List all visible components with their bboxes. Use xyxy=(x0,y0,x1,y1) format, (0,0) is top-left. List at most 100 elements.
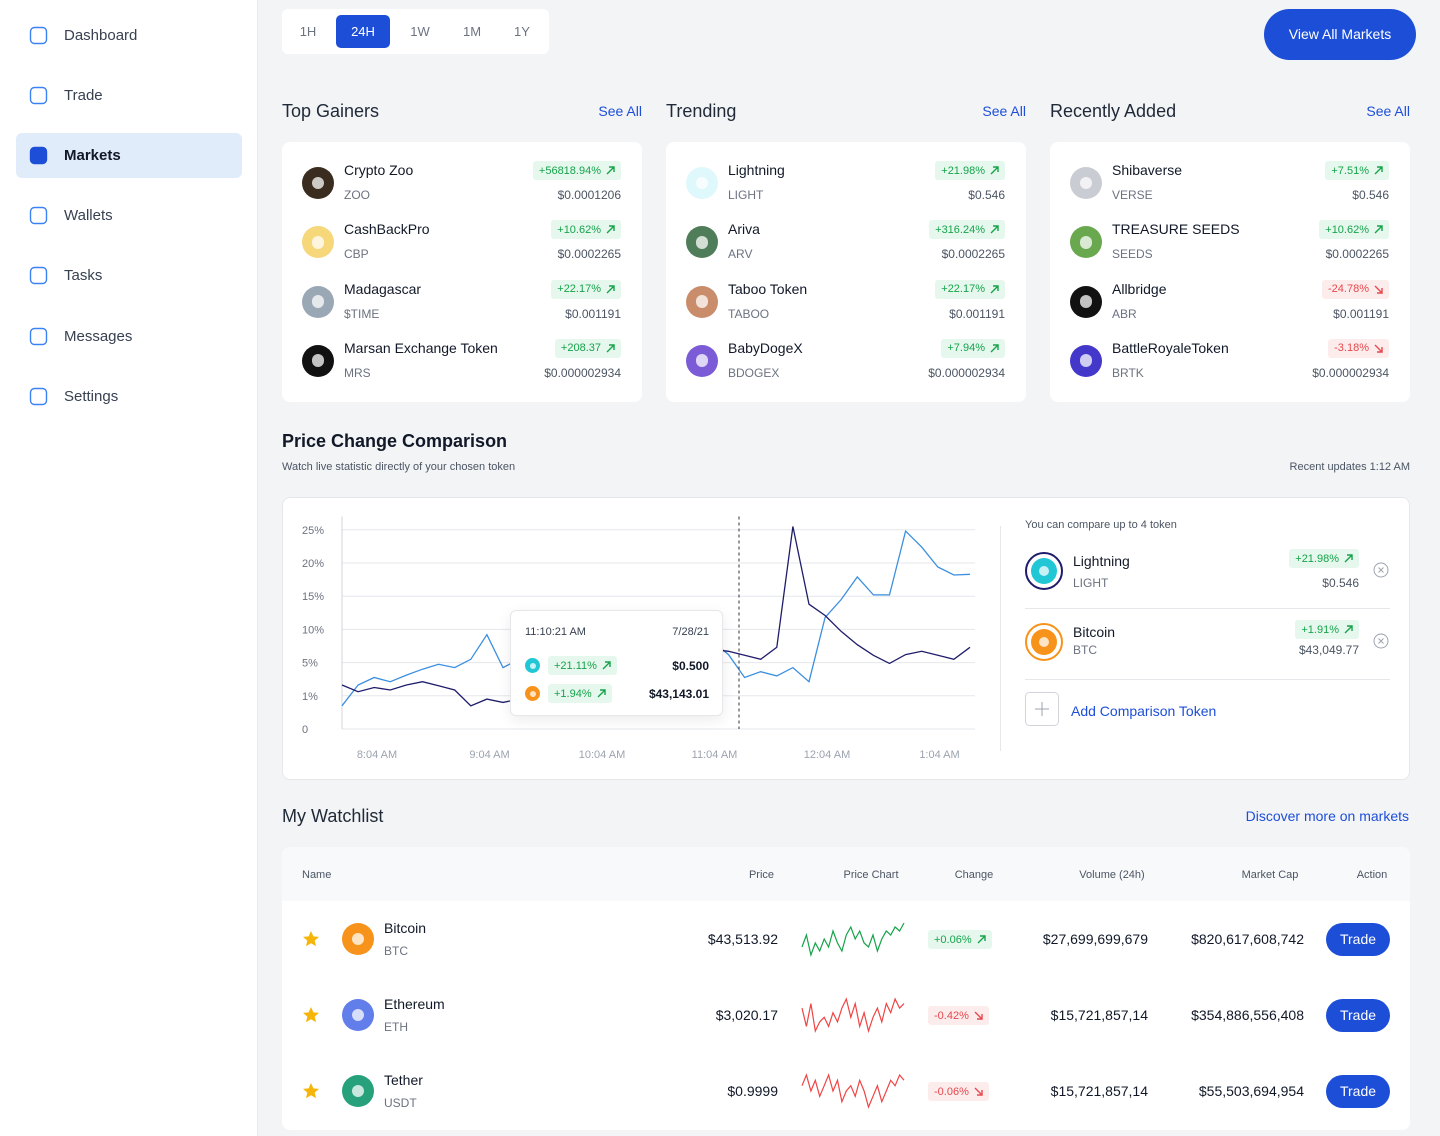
volume: $15,721,857,14 xyxy=(1050,1083,1148,1099)
change-badge: +316.24% xyxy=(929,220,1005,240)
token-icon-inner xyxy=(311,295,325,308)
token-symbol: MRS xyxy=(344,365,371,380)
change-badge: +56818.94% xyxy=(532,161,621,180)
nav-item[interactable]: Dashboard xyxy=(16,13,242,58)
change-badge: +21.11% xyxy=(548,656,617,675)
change-badge: +21.98% xyxy=(1289,549,1359,568)
timeframe-button[interactable]: 1M xyxy=(462,24,482,39)
sparkline-line xyxy=(801,922,905,957)
discover-link[interactable]: Discover more on markets xyxy=(1245,808,1409,824)
change-badge: +22.17% xyxy=(935,279,1005,299)
token-icon-inner xyxy=(311,235,325,249)
panel-card: Shibaverse VERSE +7.51% $0.546 TREASURE SEED… xyxy=(1050,142,1410,402)
arrow xyxy=(606,344,615,353)
change-text: +21.98% xyxy=(941,164,985,177)
see-all-link[interactable]: See All xyxy=(1366,103,1410,119)
section-title: My Watchlist xyxy=(282,806,384,826)
nav-item[interactable]: Settings xyxy=(16,374,242,419)
trade-button[interactable]: Trade xyxy=(1326,1075,1390,1108)
change-text: +22.17% xyxy=(941,283,985,296)
timeframe-button[interactable]: 1Y xyxy=(514,24,530,39)
see-all-link[interactable]: See All xyxy=(982,103,1026,119)
section-title: Price Change Comparison xyxy=(282,431,508,451)
remove-x xyxy=(1378,567,1384,573)
panel-title: Top Gainers xyxy=(282,101,380,121)
nav-icon xyxy=(29,146,48,165)
change-text: +7.51% xyxy=(1331,164,1369,177)
nav-icon xyxy=(29,26,48,44)
token-price: $0.0002265 xyxy=(941,247,1005,262)
change-text: -0.06% xyxy=(934,1085,969,1098)
token-price: $0.0002265 xyxy=(1325,247,1389,262)
trade-button[interactable]: Trade xyxy=(1326,923,1390,956)
token-price: $0.546 xyxy=(1322,576,1359,590)
token-price: $0.0001206 xyxy=(557,188,621,202)
change-badge: +7.94% xyxy=(941,338,1005,358)
watchlist-table: Name Price Price Chart Change Volume (24h) Ma… xyxy=(282,847,1410,1130)
arrow-icon xyxy=(606,225,615,234)
change-text: +10.62% xyxy=(557,223,601,236)
nav-label: Trade xyxy=(64,86,103,104)
trade-button[interactable]: Trade xyxy=(1326,999,1390,1032)
change-text: +7.94% xyxy=(947,342,985,355)
token-price: $0.001191 xyxy=(949,306,1005,321)
change-text: +22.17% xyxy=(557,283,601,296)
token-name: Ethereum xyxy=(384,996,445,1012)
nav-icon-shape xyxy=(29,327,48,345)
see-all-link[interactable]: See All xyxy=(598,103,642,119)
token-icon-inner xyxy=(1038,636,1050,648)
token-symbol: TABOO xyxy=(728,306,770,321)
nav-item[interactable]: Markets xyxy=(16,132,242,178)
timeframe-group: 1H 24H 1W 1M 1Y xyxy=(282,9,549,54)
change-badge: +1.94% xyxy=(548,684,612,703)
timeframe-button[interactable]: 1H xyxy=(299,24,317,39)
token-symbol: LIGHT xyxy=(728,188,764,202)
x-tick-label: 8:04 AM xyxy=(357,749,397,761)
nav-icon xyxy=(29,267,48,285)
change-text: +10.62% xyxy=(1325,223,1369,236)
change-text: +56818.94% xyxy=(538,164,601,177)
change-badge: -3.18% xyxy=(1328,338,1389,358)
x-tick-label: 12:04 AM xyxy=(804,749,850,761)
arrow-icon xyxy=(1374,166,1383,175)
arrow-icon xyxy=(606,284,615,294)
price: $3,020.17 xyxy=(715,1007,778,1023)
nav-icon-shape xyxy=(29,146,48,165)
timeframe-button[interactable]: 1W xyxy=(410,24,430,39)
column-header: Action xyxy=(1356,869,1388,881)
token-price: $0.0002265 xyxy=(557,247,621,262)
chart-tooltip: 11:10:21 AM 7/28/21 +21.11% $0.500 +1.94% $43… xyxy=(510,610,723,716)
nav-item[interactable]: Trade xyxy=(16,73,242,118)
arrow xyxy=(1374,285,1383,294)
token-symbol: BDOGEX xyxy=(728,365,780,380)
y-tick-label: 15% xyxy=(302,591,324,603)
token-symbol: BRTK xyxy=(1112,365,1144,380)
change-badge: +10.62% xyxy=(551,220,621,240)
token-icon-inner xyxy=(529,662,536,669)
nav-item[interactable]: Wallets xyxy=(16,193,242,238)
token-icon xyxy=(686,167,718,199)
nav-item[interactable]: Messages xyxy=(16,314,242,359)
column-header: Price xyxy=(748,869,774,881)
arrow-icon xyxy=(974,1087,983,1096)
view-all-button[interactable]: View All Markets xyxy=(1264,9,1416,60)
line-chart: 0 1% 5% 10% 15% 20% 25% 8:04 AM 9:04 AM 10:04 AM 1… xyxy=(302,516,975,761)
compare-note: You can compare up to 4 token xyxy=(1025,519,1177,531)
token-icon-inner xyxy=(695,176,709,190)
add-token-link[interactable]: Add Comparison Token xyxy=(1071,703,1217,719)
arrow xyxy=(606,166,615,175)
token-icon-inner xyxy=(311,354,325,368)
token-icon xyxy=(342,1075,374,1107)
timeframe-button[interactable]: 24H xyxy=(336,15,390,48)
change-badge: -0.06% xyxy=(928,1082,989,1101)
arrow-icon xyxy=(1374,285,1383,294)
change-badge: +22.17% xyxy=(551,279,621,299)
nav-item[interactable]: Tasks xyxy=(16,253,242,298)
arrow xyxy=(606,225,615,234)
token-icon-inner xyxy=(1079,235,1093,249)
section-subtitle: Watch live statistic directly of your ch… xyxy=(282,461,516,473)
token-icon xyxy=(1070,226,1102,259)
sparkline-line xyxy=(801,1073,905,1109)
remove-circle xyxy=(1373,562,1389,578)
tooltip-date: 7/28/21 xyxy=(672,626,709,638)
